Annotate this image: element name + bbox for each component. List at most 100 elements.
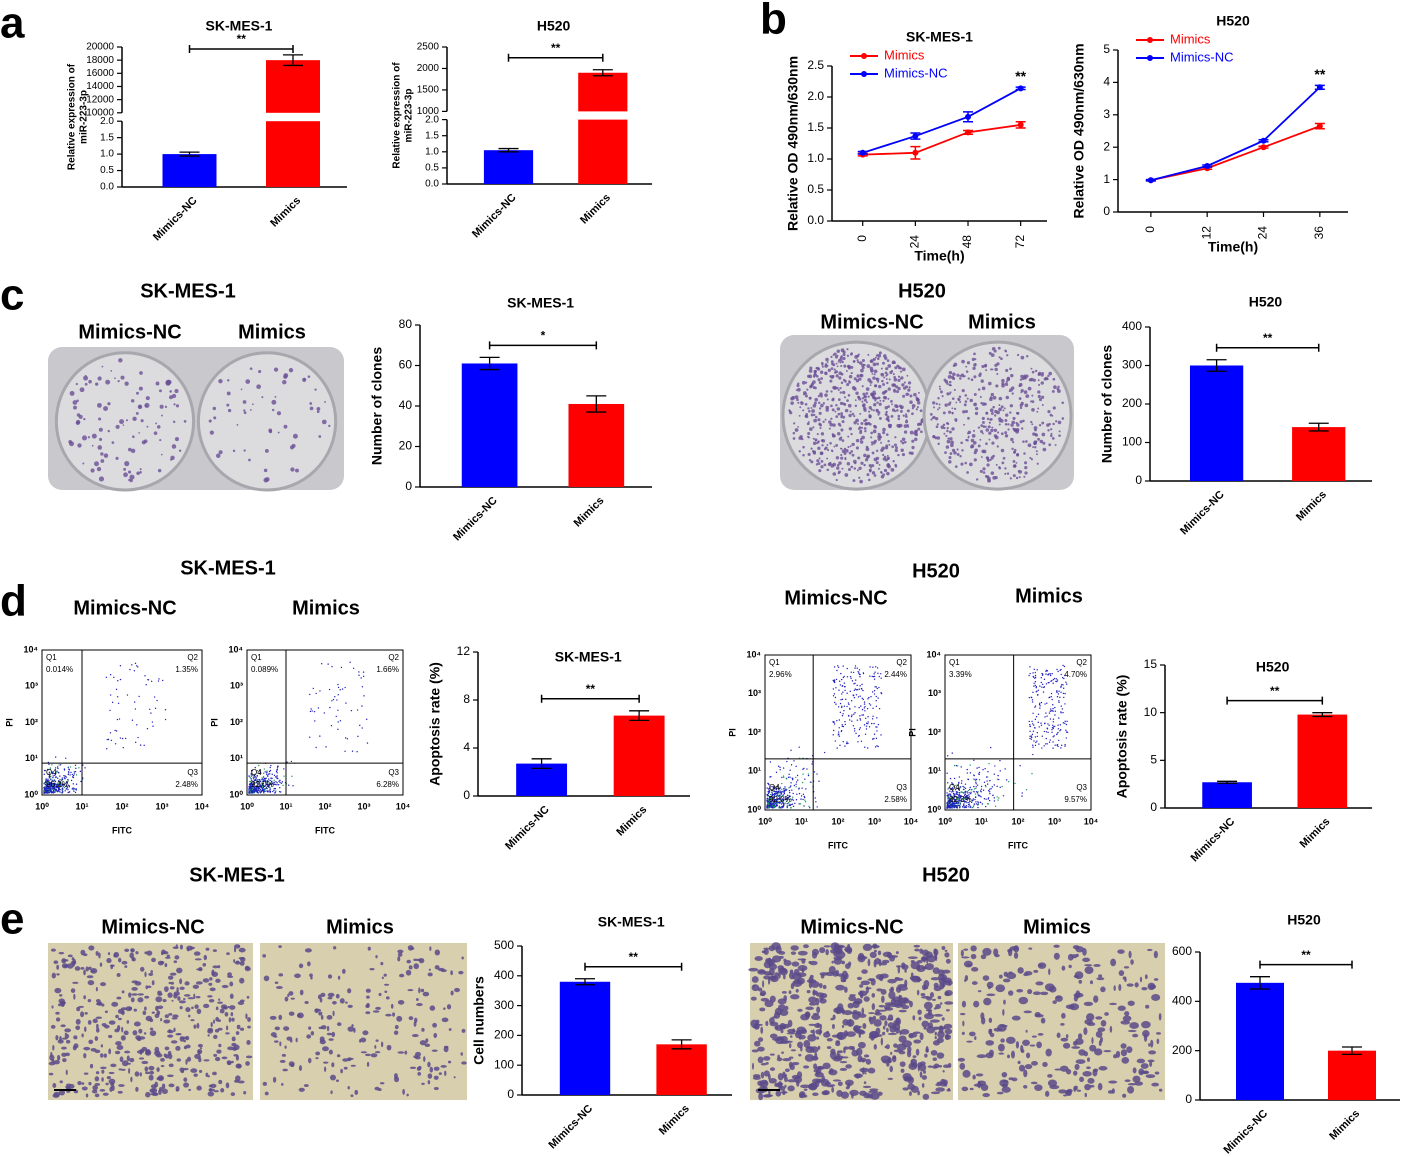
cell <box>1079 1077 1084 1082</box>
colony <box>955 465 958 468</box>
x-axis-label: Time(h) <box>1208 239 1258 255</box>
colony <box>1033 442 1037 446</box>
cell <box>137 1050 143 1054</box>
cell <box>981 1017 985 1025</box>
cell <box>1009 1077 1014 1080</box>
colony <box>860 430 863 433</box>
colony <box>1018 384 1021 387</box>
cell <box>127 1020 130 1024</box>
y-tick-label: 40 <box>399 398 413 412</box>
colony <box>978 426 980 428</box>
cell <box>934 1014 943 1017</box>
colony <box>940 390 943 393</box>
colony <box>827 469 830 472</box>
colony <box>77 443 81 447</box>
y-axis-label: miR-223-3p <box>404 89 415 143</box>
cell <box>1034 1084 1042 1091</box>
significance-bracket <box>542 695 640 703</box>
colony <box>159 439 161 441</box>
colony <box>930 413 933 416</box>
colony <box>988 382 992 386</box>
event-dot <box>154 696 155 697</box>
quadrant-value: 92.0% <box>251 780 274 789</box>
cell <box>163 1019 170 1023</box>
cell <box>167 1074 174 1077</box>
event-dot <box>140 744 141 745</box>
cell <box>131 993 137 995</box>
cell <box>216 1007 219 1011</box>
colony <box>896 390 899 393</box>
cell <box>161 1065 165 1067</box>
cell <box>328 974 332 978</box>
colony <box>912 407 914 409</box>
event-dot <box>58 772 59 773</box>
cell <box>920 1061 926 1065</box>
cell <box>283 1026 289 1031</box>
cell <box>894 1049 903 1052</box>
bar <box>1190 366 1243 482</box>
colony <box>981 456 983 458</box>
event-dot <box>281 783 282 784</box>
colony <box>877 411 880 414</box>
colony <box>1062 417 1065 420</box>
cell <box>416 1003 423 1006</box>
y-axis-label: Relative OD 490nm/630nm <box>785 56 801 231</box>
bar <box>1202 782 1252 808</box>
cell <box>886 1018 893 1020</box>
event-dot <box>138 696 139 697</box>
cell <box>121 1027 123 1033</box>
significance: ** <box>1270 684 1280 698</box>
colony <box>879 403 882 406</box>
event-dot <box>833 695 834 696</box>
group-label: Mimics-NC <box>800 916 903 938</box>
colony <box>840 355 843 358</box>
cell <box>860 991 863 999</box>
event-dot <box>51 764 52 765</box>
event-dot <box>857 741 858 742</box>
cell <box>832 971 837 977</box>
cell <box>879 959 882 966</box>
colony <box>825 358 829 362</box>
event-dot <box>76 774 77 775</box>
event-dot <box>117 696 118 697</box>
cell <box>107 1076 111 1079</box>
group-label: Mimics <box>238 321 306 343</box>
cell <box>1159 1089 1162 1092</box>
event-dot <box>264 768 265 769</box>
cell <box>239 978 244 984</box>
event-dot <box>876 706 877 707</box>
colony <box>864 399 867 402</box>
cell <box>95 1036 99 1041</box>
cell <box>394 1030 398 1034</box>
cell <box>997 1092 1004 1095</box>
cell <box>1025 1064 1033 1069</box>
cell-line-label: H520 <box>898 280 946 302</box>
colony <box>1007 472 1009 474</box>
cell <box>971 954 977 959</box>
y-axis-label: Relative OD 490nm/630nm <box>1071 43 1087 218</box>
cell <box>1124 966 1129 968</box>
event-dot <box>64 775 65 776</box>
bar <box>462 363 518 487</box>
colony <box>1028 387 1032 391</box>
cell <box>866 987 872 989</box>
event-dot <box>72 774 73 775</box>
cell <box>754 1041 761 1047</box>
colony <box>827 449 829 451</box>
cell <box>904 980 907 988</box>
cell <box>421 1083 425 1085</box>
colony <box>1005 434 1008 437</box>
event-dot <box>259 791 260 792</box>
event-dot <box>71 780 72 781</box>
cell <box>1086 1066 1091 1069</box>
x-axis-label: FITC <box>315 825 335 835</box>
event-dot <box>795 784 796 785</box>
cell <box>978 990 982 992</box>
cell <box>988 1029 992 1035</box>
cell <box>233 959 235 963</box>
cell <box>922 967 928 969</box>
group-label: Mimics-NC <box>73 597 176 619</box>
cell <box>1041 1018 1046 1024</box>
event-dot <box>802 774 803 775</box>
y-tick-label: 1 <box>1103 172 1110 186</box>
